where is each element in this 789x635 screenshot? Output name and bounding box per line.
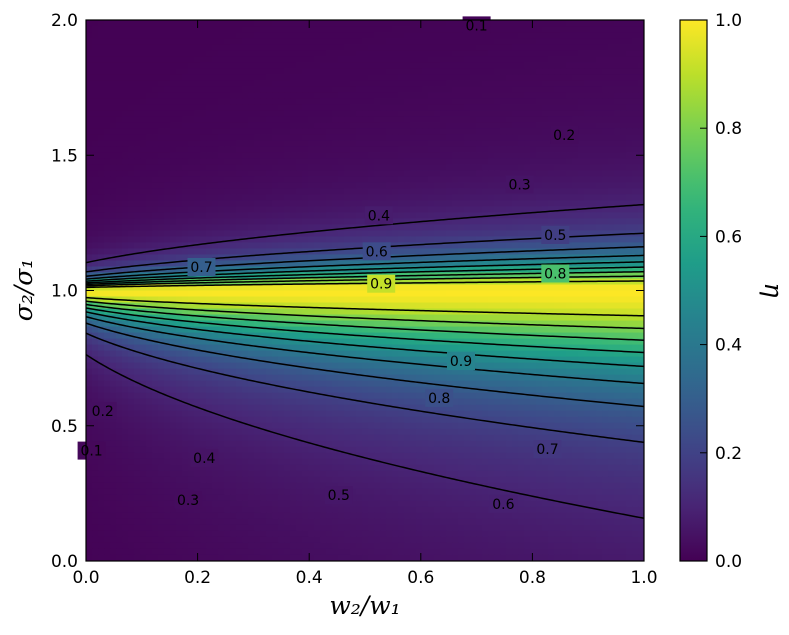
colorbar xyxy=(679,19,708,562)
contour-label: 0.5 xyxy=(541,226,570,244)
contour-label-text: 0.9 xyxy=(450,354,472,370)
contour-label: 0.9 xyxy=(367,274,396,293)
contour-line-lower xyxy=(86,296,644,317)
y-tick-label: 0.5 xyxy=(51,417,78,437)
contour-line-upper xyxy=(86,203,644,264)
x-axis-label: w₂/w₁ xyxy=(329,591,400,620)
contour-line-upper xyxy=(86,254,644,280)
contour-label-text: 0.5 xyxy=(328,488,350,504)
contour-label: 0.3 xyxy=(505,175,534,194)
contour-label: 0.1 xyxy=(77,441,106,460)
contour-label-text: 0.3 xyxy=(508,178,530,194)
contour-label: 0.8 xyxy=(425,388,454,407)
colorbar-tick-label: 1.0 xyxy=(715,11,742,31)
colorbar-tick-label: 0.0 xyxy=(715,552,742,572)
contour-label: 0.1 xyxy=(462,16,491,35)
x-tick-label: 0.2 xyxy=(184,568,211,588)
contour-label-text: 0.2 xyxy=(92,404,114,420)
x-tick-label: 1.0 xyxy=(630,568,657,588)
y-axis: 0.0 0.5 1.0 1.5 2.0 xyxy=(51,11,644,572)
y-tick-label: 1.5 xyxy=(51,146,78,166)
x-axis: 0.0 0.2 0.4 0.6 0.8 1.0 xyxy=(72,20,658,588)
contour-label: 0.7 xyxy=(187,258,216,276)
contour-label-text: 0.9 xyxy=(370,277,392,293)
eta-heatmap xyxy=(86,20,644,561)
contour-label-text: 0.7 xyxy=(190,260,212,276)
contour-lines xyxy=(86,203,644,520)
contour-label: 0.3 xyxy=(174,490,203,509)
x-tick-label: 0.4 xyxy=(296,568,323,588)
contour-line-lower xyxy=(86,315,644,385)
x-tick-label: 0.0 xyxy=(72,568,99,588)
contour-labels: 0.1 0.2 0.3 0.4 0.5 0.6 0.7 0.8 0.9 0.9 0.8 0.7 0.6 0… xyxy=(77,16,579,513)
contour-label: 0.5 xyxy=(324,486,353,504)
colorbar-axis: 0.0 0.2 0.4 0.6 0.8 1.0 xyxy=(700,11,742,572)
y-axis-label: σ₂/σ₁ xyxy=(9,259,38,322)
contour-label: 0.6 xyxy=(362,242,391,261)
contour-label-text: 0.8 xyxy=(544,267,566,283)
contour-label-text: 0.1 xyxy=(80,444,102,460)
colorbar-tick-label: 0.4 xyxy=(715,336,742,356)
contour-label: 0.2 xyxy=(88,401,117,420)
contour-label: 0.2 xyxy=(550,126,579,144)
contour-line-lower xyxy=(86,307,644,354)
contour-label: 0.8 xyxy=(541,264,570,283)
contour-label-text: 0.1 xyxy=(465,18,487,34)
contour-label: 0.4 xyxy=(190,448,219,467)
y-tick-label: 0.0 xyxy=(51,552,78,572)
colorbar-tick-label: 0.2 xyxy=(715,444,742,464)
colorbar-tick-label: 0.6 xyxy=(715,227,742,247)
contour-line-lower xyxy=(86,322,644,408)
contour-label-text: 0.6 xyxy=(366,244,388,260)
contour-line-lower xyxy=(86,332,644,444)
contour-line-lower xyxy=(86,300,644,330)
contour-label-text: 0.7 xyxy=(536,442,558,458)
contour-label: 0.4 xyxy=(364,206,393,225)
contour-label-text: 0.4 xyxy=(193,451,215,467)
contour-line-lower xyxy=(86,303,644,341)
contour-label: 0.6 xyxy=(489,494,518,513)
contour-label-text: 0.6 xyxy=(492,497,514,513)
contour-label: 0.7 xyxy=(533,440,562,458)
contour-label-text: 0.3 xyxy=(177,493,199,509)
contour-line-lower xyxy=(86,311,644,368)
contour-label-text: 0.2 xyxy=(553,128,575,144)
contour-line-lower xyxy=(86,353,644,520)
x-tick-label: 0.8 xyxy=(519,568,546,588)
colorbar-tick-label: 0.8 xyxy=(715,119,742,139)
colorbar-label: η xyxy=(759,283,788,298)
contour-label-text: 0.4 xyxy=(368,208,390,224)
y-tick-label: 2.0 xyxy=(51,11,78,31)
y-tick-label: 1.0 xyxy=(51,282,78,302)
contour-label-text: 0.5 xyxy=(544,228,566,244)
contour-label: 0.9 xyxy=(447,352,475,371)
contour-label-text: 0.8 xyxy=(428,391,450,407)
x-tick-label: 0.6 xyxy=(407,568,434,588)
contour-line-upper xyxy=(86,261,644,282)
